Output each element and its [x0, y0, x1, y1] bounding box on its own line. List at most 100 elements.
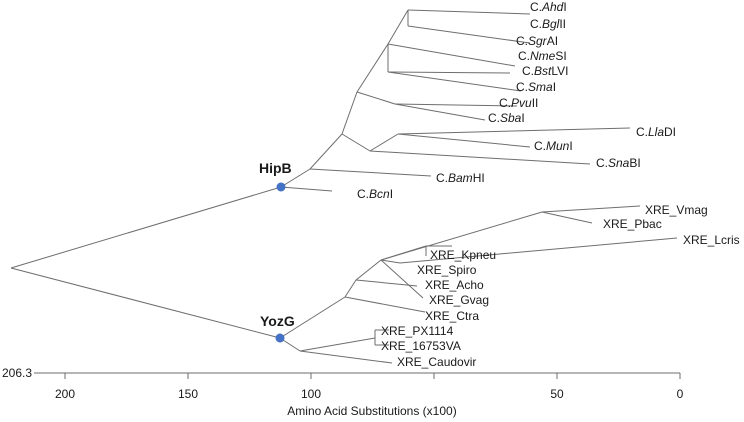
tree-branch — [387, 71, 511, 74]
leaf-label-ahdi: C.AhdI — [530, 0, 567, 14]
tree-branch — [380, 211, 543, 261]
leaf-label-part: LVI — [551, 64, 568, 78]
leaf-label-part: Sma — [528, 80, 553, 94]
leaf-label-part: II — [532, 96, 539, 110]
leaf-label-part: C. — [499, 96, 511, 110]
leaf-label-part: BI — [629, 156, 640, 170]
leaf-label-part: Bcn — [369, 187, 390, 201]
yozg-node-label: YozG — [260, 313, 295, 329]
tree-branch — [407, 9, 531, 15]
leaf-label-part: C. — [357, 187, 369, 201]
leaf-label-part: I — [569, 139, 572, 153]
leaf-label-part: C. — [530, 0, 542, 14]
tree-branch — [394, 103, 518, 107]
tree-branch — [356, 43, 389, 93]
tree-branch — [280, 186, 333, 192]
tree-branch — [380, 259, 424, 299]
leaf-label-part: XRE_16753VA — [381, 339, 461, 353]
leaf-label-part: C. — [522, 64, 534, 78]
leaf-label-lcris: XRE_Lcris — [683, 233, 740, 247]
leaf-label-vmag: XRE_Vmag — [645, 203, 708, 217]
leaf-label-bglii: C.BglII — [530, 17, 566, 31]
leaf-label-part: XRE_Caudovir — [397, 355, 476, 369]
tree-branch — [387, 71, 522, 92]
tree-branch — [397, 127, 631, 135]
leaf-label-part: I — [521, 111, 524, 125]
hipb-node-label: HipB — [259, 160, 292, 176]
leaf-label-part: Pvu — [511, 96, 532, 110]
tree-branch — [355, 279, 418, 287]
leaf-label-acho: XRE_Acho — [425, 278, 484, 292]
leaf-label-pvuii: C.PvuII — [499, 96, 538, 110]
leaf-label-part: XRE_Gvag — [429, 293, 489, 307]
tick-label-200: 200 — [55, 387, 75, 401]
axis-title: Amino Acid Substitutions (x100) — [287, 404, 456, 418]
leaf-label-part: Ahd — [541, 0, 564, 14]
tree-branch — [380, 259, 401, 264]
leaf-label-part: Bgl — [542, 17, 560, 31]
tree-branch — [344, 279, 357, 298]
tree-branch — [407, 25, 531, 44]
leaf-label-part: XRE_Acho — [425, 278, 484, 292]
leaf-label-v16753: XRE_16753VA — [381, 339, 461, 353]
leaf-label-bamhi: C.BamHI — [436, 171, 485, 185]
leaf-label-part: AI — [547, 34, 558, 48]
leaf-label-part: SI — [555, 49, 566, 63]
leaf-label-part: I — [553, 80, 556, 94]
leaf-label-part: C. — [636, 125, 648, 139]
leaf-label-part: Bst — [534, 64, 552, 78]
leaf-label-part: XRE_Spiro — [417, 263, 477, 277]
leaf-label-smai: C.SmaI — [516, 80, 556, 94]
tree-branch — [541, 205, 641, 213]
leaf-label-part: C. — [488, 111, 500, 125]
leaf-label-part: II — [559, 17, 566, 31]
leaf-label-part: Sgr — [528, 34, 548, 48]
leaf-label-part: C. — [530, 17, 542, 31]
tree-branch — [309, 168, 432, 177]
leaf-label-gvag: XRE_Gvag — [429, 293, 489, 307]
tree-branch — [399, 237, 678, 264]
leaf-label-part: XRE_Lcris — [683, 233, 740, 247]
leaf-label-part: C. — [534, 139, 546, 153]
tree-branch — [369, 150, 591, 165]
tick-label-0: 0 — [677, 387, 684, 401]
leaf-label-part: Mun — [546, 139, 570, 153]
hipb-node-marker — [276, 182, 286, 192]
leaf-label-part: XRE_PX1114 — [381, 324, 454, 338]
leaf-label-part: C. — [516, 34, 528, 48]
tree-branches — [10, 9, 678, 364]
tree-branch — [341, 91, 358, 135]
tree-branch — [369, 133, 399, 152]
leaf-label-bcni: C.BcnI — [357, 187, 393, 201]
leaf-label-kpneu: XRE_Kpneu — [430, 248, 496, 262]
leaf-label-ctra: XRE_Ctra — [425, 309, 479, 323]
leaf-label-px1114: XRE_PX1114 — [381, 324, 454, 338]
leaf-labels: C.AhdIC.BglIIC.SgrAIC.NmeSIC.BstLVIC.Sma… — [357, 0, 740, 369]
tree-branch — [309, 133, 343, 170]
leaf-label-part: I — [390, 187, 393, 201]
leaf-label-part: XRE_Pbac — [603, 217, 662, 231]
scale-axis: 206.3 200 150 100 50 0 Amino Acid Substi… — [2, 366, 684, 418]
leaf-label-part: XRE_Ctra — [425, 309, 479, 323]
tree-branch — [344, 296, 426, 313]
tree-branch — [541, 211, 593, 224]
leaf-label-pbac: XRE_Pbac — [603, 217, 662, 231]
leaf-label-caudo: XRE_Caudovir — [397, 355, 476, 369]
leaf-label-part: I — [563, 0, 566, 14]
tree-branch — [356, 91, 396, 105]
leaf-label-part: DI — [664, 125, 676, 139]
leaf-label-lladi: C.LlaDI — [636, 125, 676, 139]
tick-label-150: 150 — [178, 387, 198, 401]
leaf-label-part: Lla — [648, 125, 664, 139]
leaf-label-part: XRE_Vmag — [645, 203, 708, 217]
tree-branch — [387, 9, 409, 45]
leaf-label-part: HI — [473, 171, 485, 185]
leaf-label-spiro: XRE_Spiro — [417, 263, 477, 277]
tree-branch — [355, 259, 382, 281]
tree-branch — [299, 350, 393, 364]
leaf-label-bstlvi: C.BstLVI — [522, 64, 568, 78]
yozg-node-marker — [275, 333, 285, 343]
leaf-label-sbai: C.SbaI — [488, 111, 525, 125]
tree-branch — [279, 296, 346, 339]
